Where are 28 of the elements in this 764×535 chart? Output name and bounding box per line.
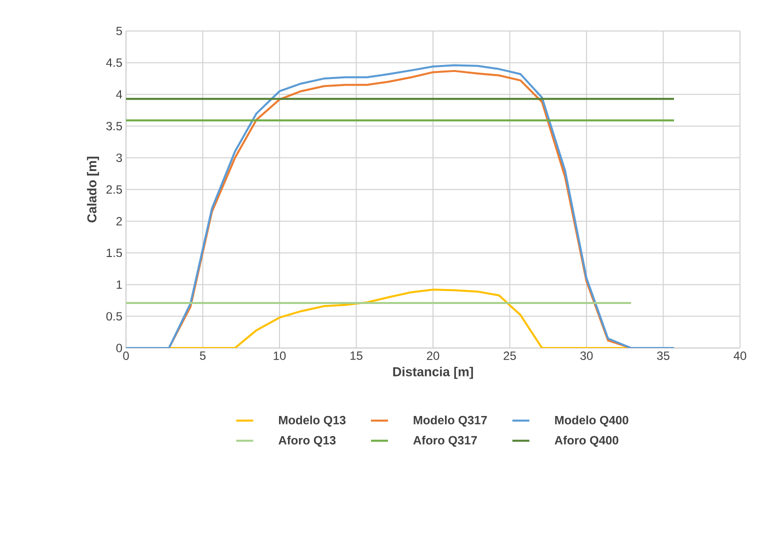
x-tick-label: 40	[734, 352, 746, 360]
y-tick-label: 4	[116, 90, 122, 99]
y-tick-label: 2.5	[106, 185, 122, 194]
y-tick-label: 3.5	[106, 122, 122, 130]
y-tick-label: 5	[116, 26, 122, 36]
y-axis-title: Calado [m]	[86, 156, 100, 222]
y-tick-label: 1	[116, 280, 122, 289]
legend-label: Modelo Q400	[555, 416, 628, 427]
x-axis-title: Distancia [m]	[393, 366, 473, 379]
x-tick-label: 25	[504, 352, 516, 360]
legend-label: Modelo Q13	[279, 416, 346, 427]
x-tick-label: 5	[200, 352, 206, 360]
x-tick-label: 35	[657, 352, 670, 360]
y-tick-label: 3	[116, 154, 122, 162]
x-tick-label: 0	[123, 352, 129, 360]
legend-label: Aforo Q317	[413, 436, 477, 447]
y-tick-label: 1.5	[106, 248, 122, 258]
y-tick-label: 2	[116, 217, 122, 226]
y-tick-label: 0	[116, 344, 122, 352]
legend-label: Aforo Q400	[554, 436, 618, 447]
y-tick-label: 4.5	[106, 58, 122, 67]
legend-label: Modelo Q317	[414, 416, 487, 427]
x-tick-label: 10	[274, 352, 286, 360]
x-tick-label: 15	[350, 352, 362, 360]
x-tick-label: 30	[580, 352, 593, 360]
y-tick-label: 0.5	[106, 312, 122, 321]
x-tick-label: 20	[426, 352, 440, 360]
legend-label: Aforo Q13	[278, 436, 336, 447]
